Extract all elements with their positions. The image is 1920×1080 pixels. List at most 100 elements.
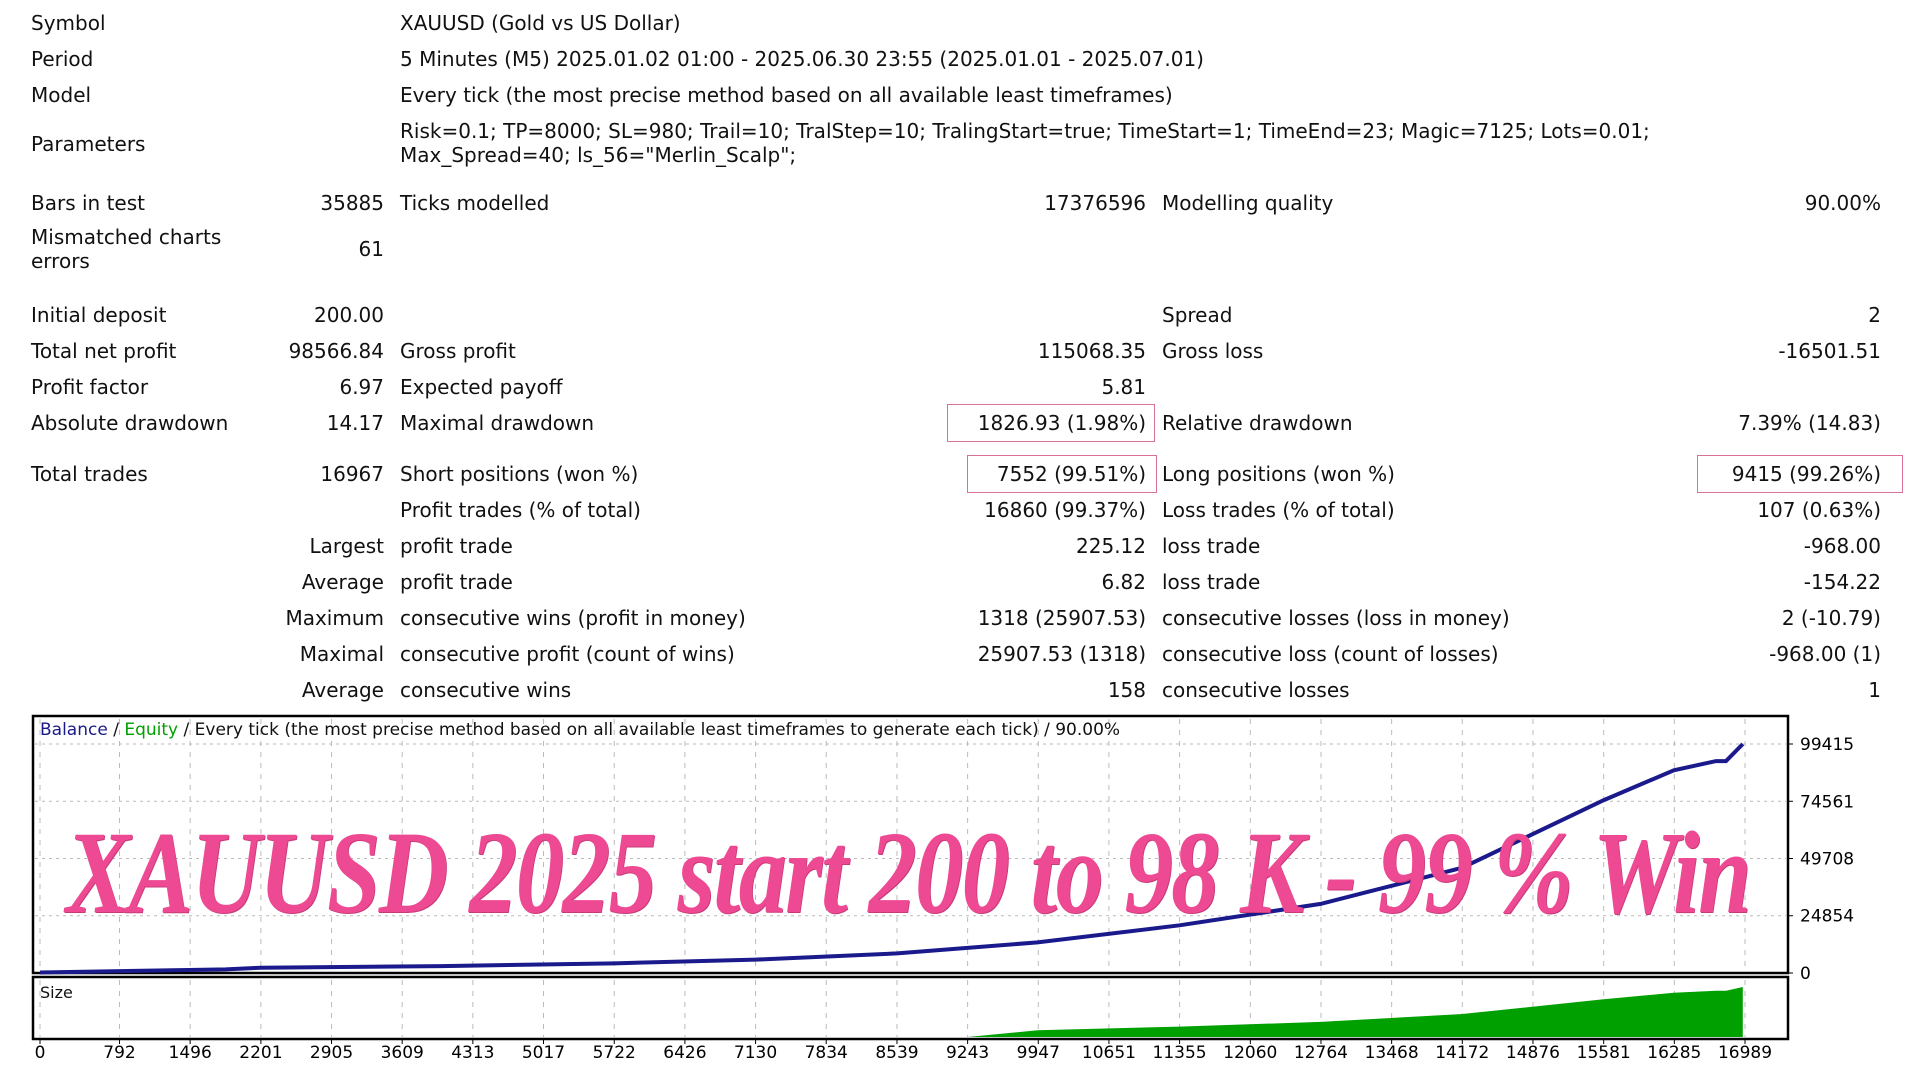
y-tick-label: 49708 [1800, 849, 1854, 869]
stat-col2-value: 25907.53 (1318) [977, 642, 1146, 666]
stats-row: Profit factor 6.97 Expected payoff 5.81 [0, 375, 1920, 411]
stat-col1-value: 200.00 [314, 303, 384, 327]
y-tick-label: 24854 [1800, 907, 1854, 927]
stat-col1-value: 61 [358, 237, 384, 261]
stat-col2-value: 158 [1107, 678, 1146, 702]
stat-col3-label: consecutive losses (loss in money) [1162, 606, 1510, 630]
parameters-label: Parameters [31, 132, 146, 156]
symbol-label: Symbol [31, 11, 106, 35]
x-tick-label: 792 [103, 1043, 135, 1063]
chart-legend: Balance / Equity / Every tick (the most … [40, 720, 1120, 740]
stat-col2-value: 225.12 [1076, 534, 1146, 558]
stat-col3-label: Relative drawdown [1162, 411, 1353, 435]
x-tick-label: 6426 [663, 1043, 706, 1063]
stat-col2-label: Profit trades (% of total) [400, 498, 641, 522]
stat-col1-label: Absolute drawdown [31, 411, 229, 435]
period-value: 5 Minutes (M5) 2025.01.02 01:00 - 2025.0… [400, 47, 1204, 71]
stat-col2-value: 1826.93 (1.98%) [977, 411, 1146, 435]
stat-col3-value: 2 (-10.79) [1781, 606, 1881, 630]
stat-col2-label: consecutive profit (count of wins) [400, 642, 735, 666]
stat-col1-value: 16967 [320, 462, 384, 486]
x-tick-label: 8539 [875, 1043, 918, 1063]
stat-col1-value: Maximal [299, 642, 384, 666]
stat-col1-label: Mismatched charts errors [31, 225, 222, 273]
stat-col3-value: -154.22 [1803, 570, 1881, 594]
stat-col2-label: consecutive wins [400, 678, 572, 702]
x-tick-label: 15581 [1577, 1043, 1631, 1063]
parameters-line-1: Risk=0.1; TP=8000; SL=980; Trail=10; Tra… [400, 119, 1650, 143]
highlight-max-drawdown [947, 404, 1155, 442]
stat-col2-label: Gross profit [400, 339, 516, 363]
x-tick-label: 0 [35, 1043, 46, 1063]
stat-col3-value: 9415 (99.26%) [1731, 462, 1881, 486]
stat-col3-value: 2 [1868, 303, 1881, 327]
stats-row: Absolute drawdown 14.17 Maximal drawdown 18… [0, 411, 1920, 447]
stats-row: Average consecutive wins 158 consecutive lo… [0, 678, 1920, 714]
stat-col1-label: Bars in test [31, 191, 145, 215]
stat-col3-label: Long positions (won %) [1162, 462, 1395, 486]
stats-row: Maximum consecutive wins (profit in money… [0, 606, 1920, 642]
stat-col2-label: Expected payoff [400, 375, 563, 399]
stats-row: Initial deposit 200.00 Spread 2 [0, 303, 1920, 339]
stat-col3-value: -16501.51 [1778, 339, 1881, 363]
y-tick-label: 0 [1800, 964, 1811, 984]
stat-col2-value: 7552 (99.51%) [996, 462, 1146, 486]
stat-col1-label: Initial deposit [31, 303, 167, 327]
stat-col2-value: 17376596 [1044, 191, 1146, 215]
stat-col1-value: 14.17 [326, 411, 384, 435]
x-tick-label: 16989 [1718, 1043, 1772, 1063]
x-tick-label: 11355 [1153, 1043, 1207, 1063]
stat-col3-value: 7.39% (14.83) [1738, 411, 1881, 435]
x-tick-label: 1496 [169, 1043, 212, 1063]
x-tick-label: 3609 [381, 1043, 424, 1063]
x-tick-label: 16285 [1647, 1043, 1701, 1063]
stat-col1-value: Largest [309, 534, 384, 558]
size-area [967, 987, 1743, 1037]
x-tick-label: 2905 [310, 1043, 353, 1063]
x-tick-label: 5017 [522, 1043, 565, 1063]
x-tick-label: 7834 [805, 1043, 848, 1063]
stat-col3-label: Spread [1162, 303, 1233, 327]
stats-row: Total trades 16967 Short positions (won %)… [0, 462, 1920, 498]
x-tick-label: 9243 [946, 1043, 989, 1063]
x-tick-label: 14172 [1435, 1043, 1489, 1063]
period-label: Period [31, 47, 94, 71]
stats-row: Bars in test 35885 Ticks modelled 17376596 M… [0, 191, 1920, 227]
legend-separator: / [107, 720, 125, 740]
highlight-short-positions [967, 455, 1157, 493]
x-tick-label: 10651 [1082, 1043, 1136, 1063]
x-tick-label: 7130 [734, 1043, 777, 1063]
x-tick-label: 2201 [239, 1043, 282, 1063]
x-tick-label: 4313 [451, 1043, 494, 1063]
stats-row: Total net profit 98566.84 Gross profit 1150… [0, 339, 1920, 375]
stat-col1-label: Total trades [31, 462, 148, 486]
stats-row: Mismatched charts errors 61 [0, 225, 1920, 273]
stat-col2-label: Maximal drawdown [400, 411, 595, 435]
stat-col2-value: 5.81 [1101, 375, 1146, 399]
symbol-value: XAUUSD (Gold vs US Dollar) [400, 11, 681, 35]
stat-col3-label: Gross loss [1162, 339, 1264, 363]
stat-col2-value: 6.82 [1101, 570, 1146, 594]
x-tick-label: 9947 [1017, 1043, 1060, 1063]
stats-row: Largest profit trade 225.12 loss trade -968.… [0, 534, 1920, 570]
stat-col2-label: profit trade [400, 534, 513, 558]
stat-col2-value: 1318 (25907.53) [977, 606, 1146, 630]
stat-col3-label: Modelling quality [1162, 191, 1334, 215]
stats-row: Average profit trade 6.82 loss trade -154.22 [0, 570, 1920, 606]
stat-col3-value: 107 (0.63%) [1757, 498, 1881, 522]
x-tick-label: 12060 [1223, 1043, 1277, 1063]
stat-col3-label: consecutive losses [1162, 678, 1350, 702]
stat-col1-value: 98566.84 [288, 339, 384, 363]
stat-col1-value: Maximum [285, 606, 384, 630]
stat-col3-label: loss trade [1162, 534, 1261, 558]
stat-col1-value: Average [301, 570, 384, 594]
stat-col1-label: Profit factor [31, 375, 149, 399]
stat-col3-value: -968.00 (1) [1769, 642, 1881, 666]
balance-line [39, 742, 1745, 975]
legend-description: / Every tick (the most precise method ba… [178, 720, 1121, 740]
stat-col3-value: 1 [1868, 678, 1881, 702]
stat-col3-label: consecutive loss (count of losses) [1162, 642, 1499, 666]
x-tick-label: 12764 [1294, 1043, 1348, 1063]
legend-equity: Equity [124, 720, 179, 740]
